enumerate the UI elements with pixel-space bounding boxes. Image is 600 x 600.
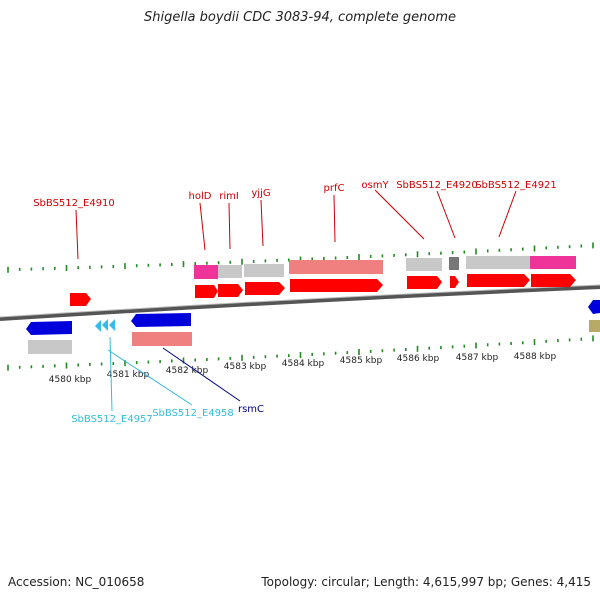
outer-tick-row-bottom <box>7 335 594 371</box>
cds-arrow-e4921b[interactable] <box>531 274 576 287</box>
gene-box-e4920[interactable] <box>449 257 459 270</box>
cds-arrow-e4921a[interactable] <box>467 274 530 287</box>
cds-arrow-hold[interactable] <box>195 285 218 298</box>
bottom-strand-cds <box>26 300 600 335</box>
genome-stats-text: Topology: circular; Length: 4,615,997 bp… <box>261 575 591 589</box>
axis-tick-label: 4583 kbp <box>224 362 267 372</box>
gene-box-rimi[interactable] <box>218 265 242 278</box>
map-title: Shigella boydii CDC 3083-94, complete ge… <box>143 10 457 25</box>
cds-arrow-rev-e4957a[interactable] <box>95 320 101 332</box>
cds-arrow-e4920[interactable] <box>450 276 459 288</box>
outer-tick-row-top <box>7 242 594 273</box>
axis-tick-label: 4580 kbp <box>49 375 92 385</box>
cds-arrow-osmy[interactable] <box>407 276 442 289</box>
axis-labels: 4580 kbp 4581 kbp 4582 kbp 4583 kbp 4584… <box>49 352 557 385</box>
cds-arrow-rev-rsmc[interactable] <box>131 313 191 327</box>
cds-arrow-rimi[interactable] <box>218 284 243 297</box>
gene-box-yjjg[interactable] <box>244 264 284 277</box>
top-strand-cds <box>70 274 576 306</box>
gene-label-rsmc[interactable]: rsmC <box>238 404 264 415</box>
axis-tick-label: 4584 kbp <box>282 359 325 369</box>
cds-arrow-yjjg[interactable] <box>245 282 285 295</box>
top-label-leaders <box>75 189 517 260</box>
gene-label-hold[interactable]: holD <box>189 191 212 202</box>
gene-box-rsmc[interactable] <box>132 332 192 346</box>
cds-arrow-rev-e4957c[interactable] <box>109 319 115 331</box>
gene-box-hold[interactable] <box>194 265 218 279</box>
gene-box-e4921b[interactable] <box>530 256 576 269</box>
cds-arrow-e4910[interactable] <box>70 293 91 306</box>
gene-label-e4958[interactable]: SbBS512_E4958 <box>152 408 234 419</box>
axis-tick-label: 4585 kbp <box>340 356 383 366</box>
gene-label-e4910[interactable]: SbBS512_E4910 <box>33 198 115 209</box>
gene-label-prfc[interactable]: prfC <box>324 183 345 194</box>
gene-label-e4921[interactable]: SbBS512_E4921 <box>475 180 557 191</box>
cds-arrow-rev-1[interactable] <box>26 321 72 335</box>
cds-arrow-rev-e4957b[interactable] <box>102 319 108 331</box>
gene-box-rev-right[interactable] <box>589 320 600 332</box>
genome-backbone <box>0 285 600 321</box>
cds-arrow-prfc[interactable] <box>290 279 383 292</box>
bottom-label-leaders <box>107 336 241 412</box>
top-labels: SbBS512_E4910 holD rimI yjjG prfC osmY S… <box>33 180 557 209</box>
gene-label-e4957[interactable]: SbBS512_E4957 <box>71 414 153 425</box>
top-strand-genes <box>194 256 576 279</box>
gene-label-rimi[interactable]: rimI <box>219 191 239 202</box>
gene-box-osmy[interactable] <box>406 258 442 271</box>
axis-tick-label: 4582 kbp <box>166 366 209 376</box>
gene-box-rev-1[interactable] <box>28 340 72 354</box>
gene-label-yjjg[interactable]: yjjG <box>251 188 270 199</box>
gene-label-osmy[interactable]: osmY <box>361 180 389 191</box>
axis-tick-label: 4587 kbp <box>456 353 499 363</box>
gene-box-e4921a[interactable] <box>466 256 530 269</box>
accession-text: Accession: NC_010658 <box>8 575 145 589</box>
axis-tick-label: 4581 kbp <box>107 370 150 380</box>
bottom-strand-genes <box>28 320 600 354</box>
gene-label-e4920[interactable]: SbBS512_E4920 <box>396 180 478 191</box>
axis-tick-label: 4586 kbp <box>397 354 440 364</box>
axis-tick-label: 4588 kbp <box>514 352 557 362</box>
gene-box-prfc[interactable] <box>289 260 383 274</box>
cds-arrow-rev-right[interactable] <box>588 300 600 314</box>
bottom-labels: SbBS512_E4957 SbBS512_E4958 rsmC <box>71 404 264 425</box>
